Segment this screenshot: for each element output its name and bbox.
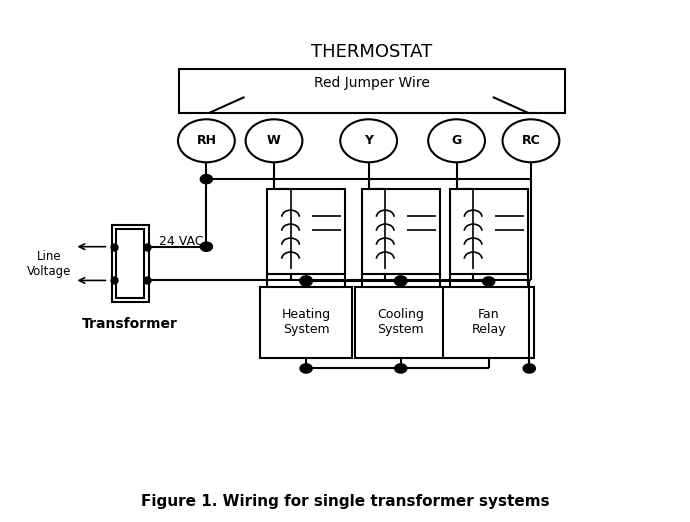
Text: Heating
System: Heating System — [282, 309, 331, 336]
Circle shape — [178, 120, 235, 162]
Text: 24 VAC: 24 VAC — [159, 235, 204, 248]
Text: Transformer: Transformer — [82, 317, 178, 331]
Text: RC: RC — [522, 134, 540, 147]
Circle shape — [300, 277, 312, 286]
Bar — [450, 189, 528, 274]
Text: Figure 1. Wiring for single transformer systems: Figure 1. Wiring for single transformer … — [141, 494, 549, 509]
Bar — [267, 189, 345, 274]
Circle shape — [246, 120, 302, 162]
Text: W: W — [267, 134, 281, 147]
Text: THERMOSTAT: THERMOSTAT — [311, 43, 433, 62]
Circle shape — [395, 277, 407, 286]
Circle shape — [395, 364, 407, 373]
Bar — [179, 69, 564, 113]
Text: G: G — [451, 134, 462, 147]
Bar — [261, 287, 352, 358]
Circle shape — [523, 364, 535, 373]
Bar — [112, 225, 149, 302]
Bar — [362, 189, 440, 274]
Text: Red Jumper Wire: Red Jumper Wire — [314, 76, 430, 90]
Circle shape — [502, 120, 560, 162]
Circle shape — [200, 174, 213, 184]
Circle shape — [300, 364, 312, 373]
Circle shape — [300, 276, 312, 285]
Text: RH: RH — [197, 134, 217, 147]
Circle shape — [428, 120, 485, 162]
Text: Line
Voltage: Line Voltage — [27, 250, 71, 278]
Text: Y: Y — [364, 134, 373, 147]
Circle shape — [395, 276, 407, 285]
Bar — [117, 229, 144, 299]
Circle shape — [340, 120, 397, 162]
Text: Cooling
System: Cooling System — [377, 309, 424, 336]
Bar — [355, 287, 446, 358]
Text: Fan
Relay: Fan Relay — [471, 309, 506, 336]
Circle shape — [200, 242, 213, 251]
Circle shape — [482, 277, 495, 286]
Bar — [443, 287, 534, 358]
